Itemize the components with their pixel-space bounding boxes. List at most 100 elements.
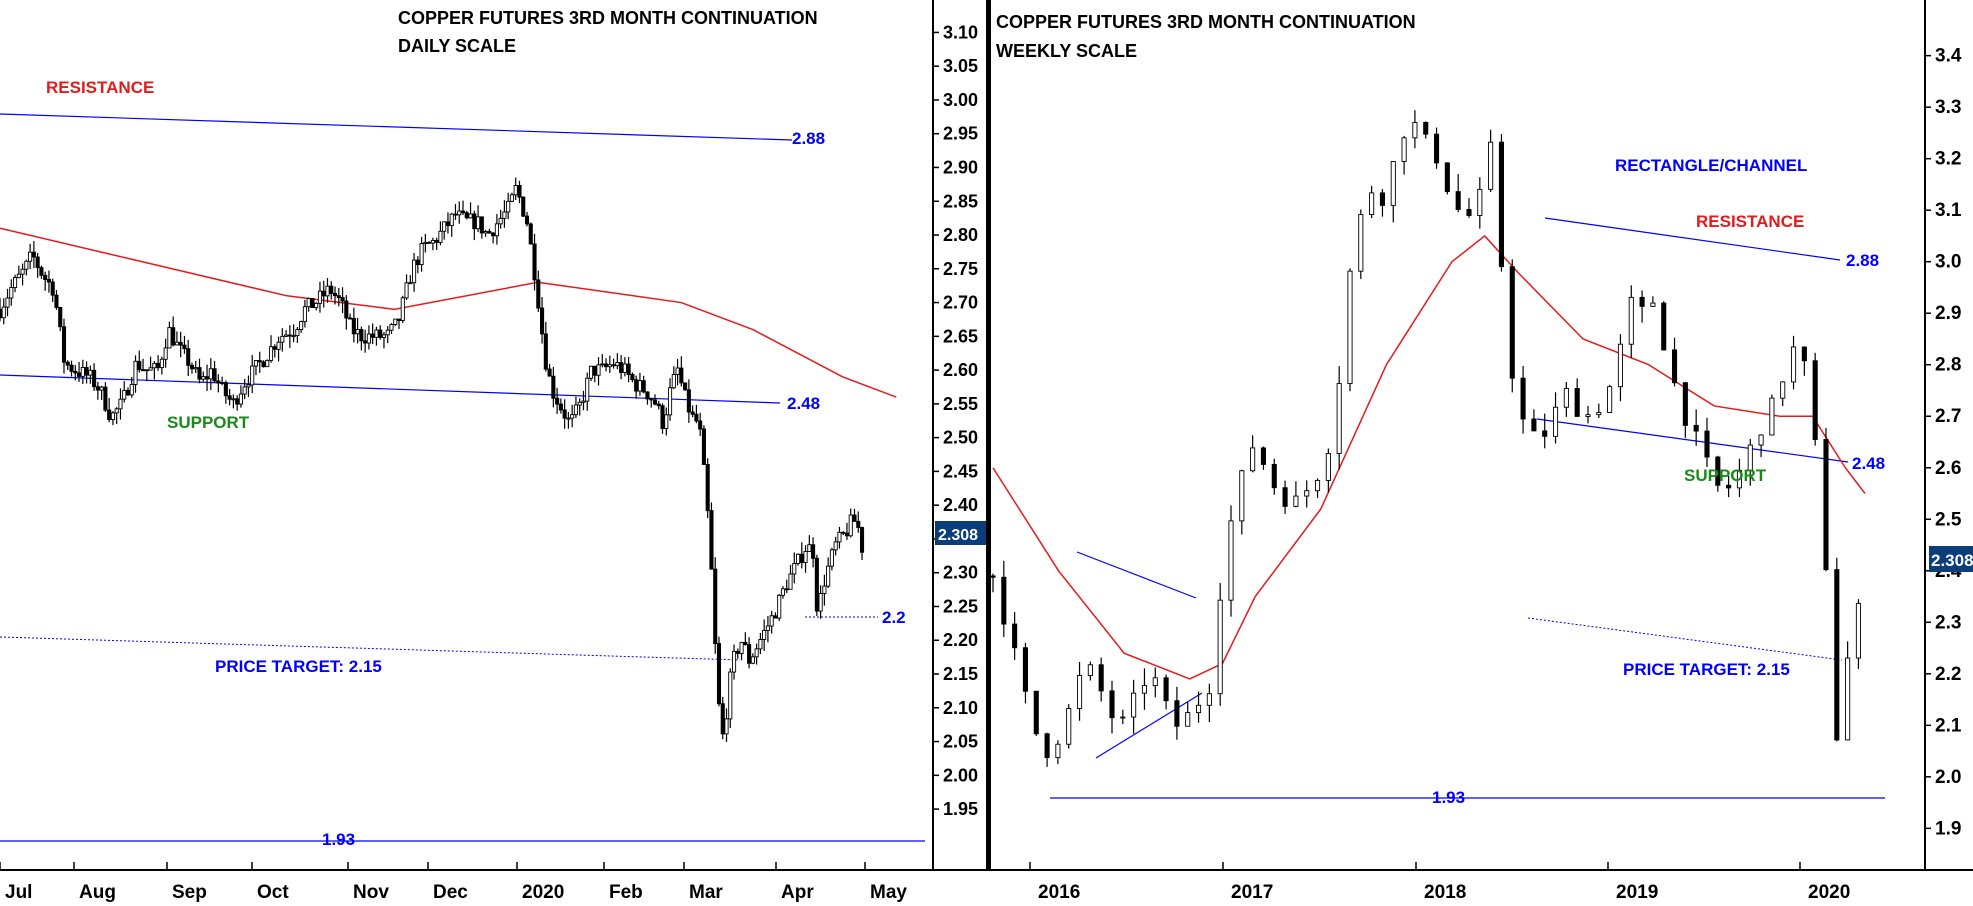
candle xyxy=(1012,623,1018,649)
y-tick-label: 2.3 xyxy=(1935,612,1961,633)
candle xyxy=(216,380,221,384)
y-tick-label: 2.65 xyxy=(943,326,978,346)
candle xyxy=(1163,677,1169,702)
candle xyxy=(671,374,676,389)
candle xyxy=(1022,647,1029,692)
candle xyxy=(1401,137,1407,162)
candle xyxy=(99,386,104,391)
candle xyxy=(137,360,142,371)
candle xyxy=(1033,690,1039,735)
candle xyxy=(735,650,740,654)
candle xyxy=(61,326,67,363)
candle xyxy=(412,259,417,284)
candle xyxy=(220,382,225,384)
candle xyxy=(1693,424,1699,432)
y-tick-label: 3.4 xyxy=(1935,46,1962,67)
candle xyxy=(1498,141,1504,268)
candle xyxy=(69,364,74,372)
x-tick-label: Feb xyxy=(609,882,643,903)
candle xyxy=(1617,343,1623,388)
candle xyxy=(163,347,168,360)
candle xyxy=(1239,470,1245,522)
candle xyxy=(1639,296,1645,307)
candle xyxy=(664,414,669,429)
daily-chart-subtitle: DAILY SCALE xyxy=(398,36,516,56)
candle xyxy=(257,360,262,363)
candle xyxy=(310,298,315,309)
candle xyxy=(133,360,138,385)
candle xyxy=(1369,192,1375,216)
daily-target-label: PRICE TARGET: 2.15 xyxy=(215,657,382,676)
candle xyxy=(1758,434,1764,446)
y-tick-label: 2.10 xyxy=(943,698,978,718)
candle xyxy=(750,656,755,664)
candle xyxy=(31,251,36,258)
candle xyxy=(201,376,206,380)
candle xyxy=(566,417,571,420)
x-tick-label: 2020 xyxy=(1808,882,1850,903)
y-tick-label: 2.85 xyxy=(943,191,978,211)
candle xyxy=(16,273,21,279)
candle xyxy=(88,369,93,376)
candle xyxy=(713,568,718,644)
daily-target-line xyxy=(0,636,741,661)
candle xyxy=(287,334,292,337)
candle xyxy=(1477,188,1483,216)
candle xyxy=(385,329,390,336)
candle xyxy=(509,194,514,202)
candle xyxy=(1488,141,1494,190)
candle xyxy=(859,526,865,553)
candle xyxy=(562,409,567,419)
candle xyxy=(389,324,394,331)
weekly-target-line xyxy=(1527,617,1843,661)
candle xyxy=(679,367,684,384)
candle xyxy=(359,329,364,342)
candle xyxy=(110,412,115,420)
candle xyxy=(227,395,232,400)
candle xyxy=(754,648,759,658)
candle xyxy=(152,362,157,369)
candle xyxy=(291,335,296,338)
candle xyxy=(1098,664,1104,692)
candle xyxy=(604,363,609,368)
candle xyxy=(43,274,48,280)
moving-average-line xyxy=(992,234,1866,680)
candle xyxy=(1,306,6,319)
y-tick-label: 2.15 xyxy=(943,664,978,684)
candle xyxy=(355,329,360,335)
candle xyxy=(1542,430,1548,437)
candle xyxy=(1358,214,1364,272)
candle xyxy=(1736,469,1742,489)
candle xyxy=(491,232,496,237)
candle xyxy=(250,365,255,386)
candle xyxy=(990,575,996,578)
candle xyxy=(404,282,409,299)
candle xyxy=(709,510,714,570)
candle xyxy=(159,358,164,369)
candle xyxy=(1260,447,1267,465)
candle xyxy=(777,594,782,619)
candle xyxy=(1682,382,1688,426)
candle xyxy=(698,420,703,430)
y-tick-label: 2.55 xyxy=(943,394,978,414)
candle xyxy=(95,386,100,391)
candle xyxy=(156,362,161,369)
candle xyxy=(1217,599,1223,695)
candle xyxy=(408,282,413,285)
weekly-last-price-badge: 2.308 xyxy=(1929,546,1973,572)
candle xyxy=(728,671,733,720)
candle xyxy=(780,588,786,596)
candle xyxy=(24,260,29,270)
candle xyxy=(807,544,812,552)
candle xyxy=(92,369,97,388)
y-tick-label: 3.10 xyxy=(943,22,978,42)
candle xyxy=(652,399,658,405)
candle xyxy=(167,327,172,349)
y-tick-label: 2.5 xyxy=(1935,509,1962,530)
daily-support-label: SUPPORT xyxy=(167,413,250,432)
y-tick-label: 2.60 xyxy=(943,360,978,380)
candle xyxy=(1607,386,1613,413)
candle xyxy=(434,239,439,243)
weekly-channel-label: RECTANGLE/CHANNEL xyxy=(1615,156,1807,175)
y-tick-label: 2.8 xyxy=(1935,355,1961,376)
